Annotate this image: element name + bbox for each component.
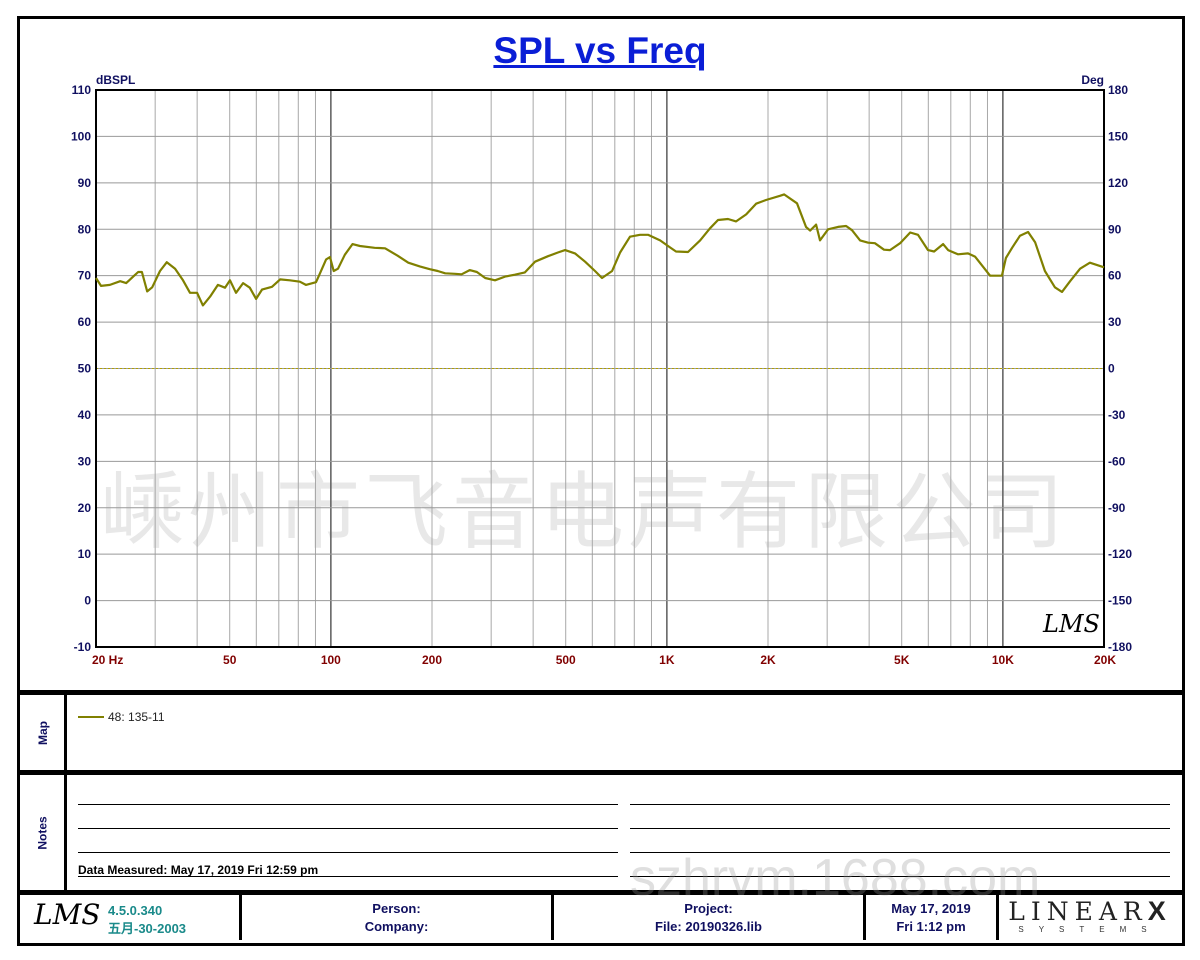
y-tick-label: 20 xyxy=(78,501,92,515)
watermark: 嵊州市飞音电声有限公司 xyxy=(100,465,1069,559)
y2-tick-label: 60 xyxy=(1108,269,1122,283)
y-tick-label: 0 xyxy=(84,594,91,608)
x-tick-label: 500 xyxy=(556,653,576,667)
divider xyxy=(17,690,1183,695)
project-file: Project: File: 20190326.lib xyxy=(655,901,762,934)
x-tick-label: 20 Hz xyxy=(92,653,123,667)
y2-tick-label: -60 xyxy=(1108,454,1126,468)
y2-tick-label: 0 xyxy=(1108,362,1115,376)
y-tick-label: 70 xyxy=(78,269,92,283)
person-company: Person: Company: xyxy=(364,901,429,934)
y-tick-label: -10 xyxy=(74,640,92,654)
y2-tick-label: 180 xyxy=(1108,83,1128,97)
note-line xyxy=(630,876,1170,877)
version-info: 4.5.0.340 五月-30-2003 xyxy=(108,903,187,936)
notes-label: Notes xyxy=(36,815,50,850)
lms-logo: LMS xyxy=(34,898,101,931)
map-label: Map xyxy=(36,720,50,745)
y2-tick-label: -30 xyxy=(1108,408,1126,422)
y2-tick-label: -120 xyxy=(1108,547,1132,561)
x-tick-label: 2K xyxy=(760,653,776,667)
y2-tick-label: 150 xyxy=(1108,129,1128,143)
lms-signature: LMS xyxy=(1043,610,1100,638)
y-axis-label: dBSPL xyxy=(96,73,135,87)
y2-tick-label: 90 xyxy=(1108,222,1122,236)
note-line xyxy=(78,876,618,877)
y2-tick-label: 30 xyxy=(1108,315,1122,329)
y-tick-label: 10 xyxy=(78,547,92,561)
note-line xyxy=(630,804,1170,805)
plot-area xyxy=(95,89,1105,648)
x-tick-label: 10K xyxy=(992,653,1014,667)
y2-tick-label: -150 xyxy=(1108,594,1132,608)
data-measured: Data Measured: May 17, 2019 Fri 12:59 pm xyxy=(78,863,319,877)
y2-tick-label: -180 xyxy=(1108,640,1132,654)
divider xyxy=(551,895,554,940)
divider xyxy=(863,895,866,940)
x-tick-label: 100 xyxy=(321,653,341,667)
divider xyxy=(239,895,242,940)
divider xyxy=(64,695,67,890)
y-tick-label: 60 xyxy=(78,315,92,329)
x-tick-label: 1K xyxy=(659,653,675,667)
y-tick-label: 30 xyxy=(78,454,92,468)
note-line xyxy=(630,852,1170,853)
legend-label: 48: 135-11 xyxy=(108,710,165,724)
linearx-logo: LINEARX SYSTEMS xyxy=(1008,896,1172,935)
spl-series-line xyxy=(95,193,1105,307)
report-date: May 17, 2019 Fri 1:12 pm xyxy=(891,901,971,934)
divider xyxy=(996,895,999,940)
y-tick-label: 110 xyxy=(72,83,92,97)
legend-item: 48: 135-11 xyxy=(78,710,165,724)
y2-tick-label: 120 xyxy=(1108,176,1128,190)
y-tick-label: 100 xyxy=(71,129,91,143)
legend-swatch xyxy=(78,716,104,718)
x-tick-label: 20K xyxy=(1094,653,1116,667)
y-tick-label: 90 xyxy=(78,176,92,190)
y-tick-label: 80 xyxy=(78,222,92,236)
x-tick-label: 200 xyxy=(422,653,442,667)
x-tick-label: 50 xyxy=(223,653,237,667)
watermark-url: szhrvm.1688.com xyxy=(630,849,1041,907)
note-line xyxy=(78,804,618,805)
chart-title: SPL vs Freq xyxy=(493,30,707,71)
note-line xyxy=(78,852,618,853)
note-line xyxy=(78,828,618,829)
divider xyxy=(17,890,1183,895)
note-line xyxy=(630,828,1170,829)
y-tick-label: 50 xyxy=(78,362,92,376)
x-tick-label: 5K xyxy=(894,653,910,667)
y-tick-label: 40 xyxy=(78,408,92,422)
report-frame xyxy=(17,16,1185,946)
y2-tick-label: -90 xyxy=(1108,501,1126,515)
divider xyxy=(17,770,1183,775)
y2-axis-label: Deg xyxy=(1081,73,1104,87)
